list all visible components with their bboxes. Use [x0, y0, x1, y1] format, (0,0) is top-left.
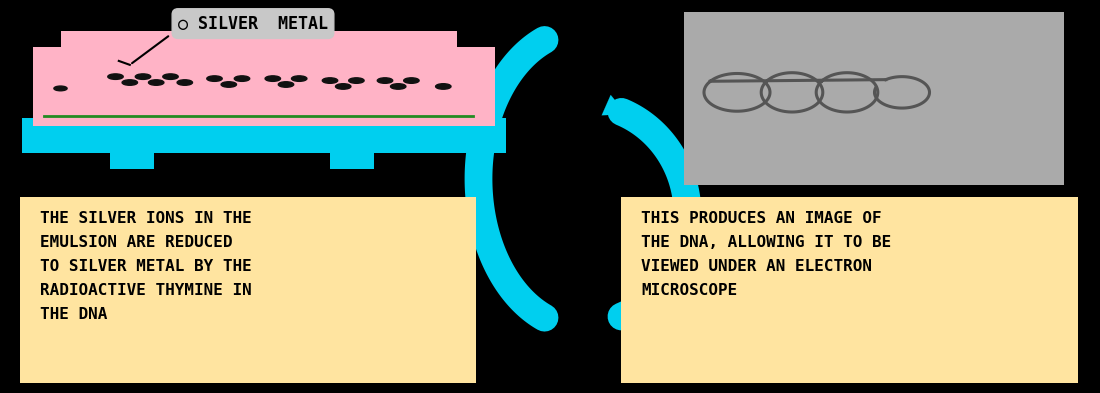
- Circle shape: [322, 78, 338, 83]
- FancyBboxPatch shape: [20, 196, 476, 383]
- Circle shape: [336, 84, 351, 89]
- Text: ○ SILVER  METAL: ○ SILVER METAL: [178, 15, 328, 33]
- FancyBboxPatch shape: [110, 153, 154, 169]
- Circle shape: [177, 80, 192, 85]
- Circle shape: [148, 80, 164, 85]
- Circle shape: [135, 74, 151, 79]
- Circle shape: [207, 76, 222, 81]
- FancyBboxPatch shape: [22, 118, 506, 153]
- FancyBboxPatch shape: [60, 31, 456, 55]
- FancyBboxPatch shape: [33, 47, 495, 126]
- Text: THE SILVER IONS IN THE
EMULSION ARE REDUCED
TO SILVER METAL BY THE
RADIOACTIVE T: THE SILVER IONS IN THE EMULSION ARE REDU…: [40, 211, 251, 322]
- Circle shape: [234, 76, 250, 81]
- FancyBboxPatch shape: [330, 153, 374, 169]
- Circle shape: [404, 78, 419, 83]
- FancyBboxPatch shape: [684, 12, 1064, 185]
- Circle shape: [377, 78, 393, 83]
- Circle shape: [349, 78, 364, 83]
- Circle shape: [122, 80, 138, 85]
- Text: THIS PRODUCES AN IMAGE OF
THE DNA, ALLOWING IT TO BE
VIEWED UNDER AN ELECTRON
MI: THIS PRODUCES AN IMAGE OF THE DNA, ALLOW…: [641, 211, 891, 298]
- Circle shape: [221, 82, 236, 87]
- Circle shape: [265, 76, 280, 81]
- FancyBboxPatch shape: [621, 196, 1078, 383]
- Circle shape: [292, 76, 307, 81]
- Circle shape: [163, 74, 178, 79]
- Circle shape: [108, 74, 123, 79]
- Circle shape: [436, 84, 451, 89]
- Circle shape: [390, 84, 406, 89]
- Circle shape: [54, 86, 67, 91]
- Circle shape: [278, 82, 294, 87]
